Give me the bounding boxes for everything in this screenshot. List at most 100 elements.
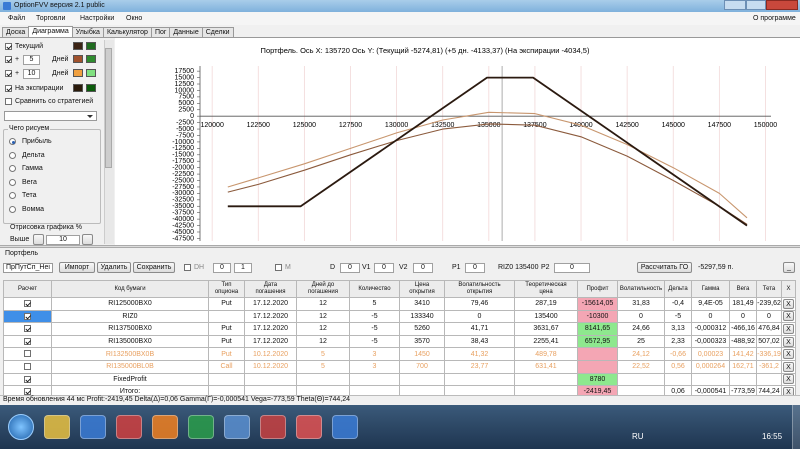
button[interactable]: Сохранить [133,262,175,273]
tab[interactable]: Пог [150,27,171,37]
taskbar-icon[interactable] [224,415,250,439]
checkbox[interactable] [275,264,282,271]
color-swatch[interactable] [86,69,96,77]
maximize-button[interactable] [746,0,766,10]
taskbar-icon[interactable] [116,415,142,439]
text-field[interactable]: 5 [23,55,40,65]
table-row[interactable]: RIZ0 17.12.2020 12 -5 133340 0 135400 -10300 0 -5… [3,309,796,324]
y-tick-label: -42500 [172,222,194,229]
strategy-dropdown[interactable]: ПрПутСп_Неі [3,263,53,273]
text-field[interactable]: 0 [213,263,231,273]
clock[interactable]: 16:55 [762,432,783,441]
column-header: Дельта [664,280,692,298]
language-indicator[interactable]: RU [632,432,644,441]
tab[interactable]: Данные [169,27,203,37]
text-field[interactable]: 0 [374,263,394,273]
checkbox[interactable] [5,85,12,92]
menu-item[interactable]: Настройки [80,15,115,22]
color-swatch[interactable] [86,84,96,92]
radio-button[interactable] [9,165,16,173]
radio-button[interactable] [9,192,16,200]
text-field[interactable]: 1 [234,263,252,273]
radio-button[interactable] [9,206,16,213]
checkbox[interactable] [24,300,31,307]
taskbar-icon[interactable] [332,415,358,439]
text-field[interactable]: 0 [413,263,433,273]
color-swatch[interactable] [73,69,83,77]
table-cell: -361,2 [756,359,782,374]
color-swatch[interactable] [73,55,83,63]
status-bar [0,395,800,405]
text-field[interactable]: 0 [465,263,485,273]
tab[interactable]: Доска [2,27,30,37]
menu-item[interactable]: Окно [126,15,143,22]
tab[interactable]: Сделки [201,27,234,37]
table-cell: Put [208,297,245,311]
close-button[interactable] [766,0,798,10]
remove-button[interactable]: X [783,298,794,309]
checkbox[interactable] [24,325,31,333]
checkbox[interactable] [5,70,12,77]
taskbar-icon[interactable] [80,415,106,439]
button[interactable]: Рассчитать ГО [637,262,692,273]
remove-button[interactable]: X [783,349,794,360]
table-row[interactable]: RI125000BX0 Put 17.12.2020 12 5 3410 79,46 287,… [3,297,796,311]
menu-item[interactable]: Файл [8,15,26,22]
checkbox[interactable] [184,264,191,271]
x-tick-label: 120000 [200,122,223,129]
checkbox[interactable] [5,98,12,105]
checkbox[interactable] [24,362,31,370]
radio-button[interactable] [9,138,16,145]
remove-button[interactable]: X [783,311,794,322]
checkbox[interactable] [24,350,31,358]
remove-button[interactable]: X [783,336,794,347]
show-desktop[interactable] [792,405,800,449]
text-field[interactable]: 0 [554,263,590,273]
text-field[interactable]: 0 [340,263,360,273]
option-label: Гамма [22,165,43,173]
taskbar-icon[interactable] [188,415,214,439]
text-field[interactable]: 10 [46,235,80,245]
checkbox[interactable] [24,388,31,396]
radio-button[interactable] [9,178,16,186]
minimize-button[interactable] [724,0,746,10]
column-header: Код бумаги [51,280,209,298]
button[interactable]: Удалить [97,262,131,273]
table-row[interactable]: RI135000BX0 Put 17.12.2020 12 -5 3570 38,43 225… [3,334,796,349]
taskbar-icon[interactable] [296,415,322,439]
color-swatch[interactable] [86,42,96,50]
menu-item[interactable]: О программе [753,15,796,22]
remove-button[interactable]: X [783,374,794,385]
checkbox[interactable] [5,43,12,50]
table-row[interactable]: RI137500BX0 Put 17.12.2020 12 -5 5260 41,71 363… [3,322,796,336]
radio-button[interactable] [9,151,16,159]
tab[interactable]: Улыбка [71,27,104,37]
scrollbar-thumb[interactable] [105,48,112,168]
table-row[interactable]: RI135000BL0B Call 10.12.2020 5 3 700 23,77 631,… [3,359,796,374]
checkbox[interactable] [5,56,12,63]
taskbar-icon[interactable] [44,415,70,439]
start-button[interactable] [8,414,34,440]
table-row[interactable]: RI132500BX0B Put 10.12.2020 5 3 1450 41,32 489,… [3,347,796,361]
checkbox[interactable] [24,312,31,320]
button[interactable]: _ [783,262,795,273]
taskbar-icon[interactable] [152,415,178,439]
taskbar-icon[interactable] [260,415,286,439]
checkbox[interactable] [24,337,31,345]
tab[interactable]: Диаграмма [28,26,73,38]
remove-button[interactable]: X [783,361,794,372]
color-swatch[interactable] [73,42,83,50]
table-row[interactable]: FixedProfit 8780 X [3,372,796,387]
color-swatch[interactable] [86,55,96,63]
color-swatch[interactable] [73,84,83,92]
text-field[interactable]: 10 [23,69,40,79]
table-cell: RI135000BL0B [51,359,209,374]
button[interactable] [82,234,93,245]
remove-button[interactable]: X [783,323,794,334]
tab[interactable]: Калькулятор [102,27,152,37]
checkbox[interactable] [24,375,31,383]
menu-item[interactable]: Торговли [36,15,66,22]
button[interactable]: Импорт [59,262,95,273]
button[interactable] [33,234,44,245]
strategy-dropdown[interactable] [4,111,97,121]
